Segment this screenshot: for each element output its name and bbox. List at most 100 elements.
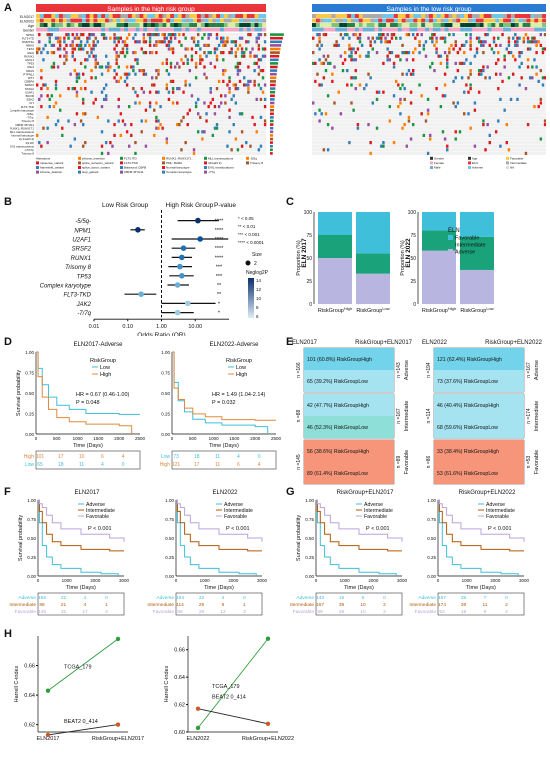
mutation-cell bbox=[42, 126, 45, 130]
mutation-cell bbox=[263, 54, 267, 58]
risk-table-value: 4 bbox=[222, 595, 225, 601]
mutation-cell bbox=[322, 61, 326, 65]
mutation-cell bbox=[54, 79, 58, 83]
track-cell bbox=[386, 23, 391, 27]
track-cell bbox=[495, 23, 500, 27]
risk-table-group: Favorable bbox=[153, 609, 175, 615]
mutation-cell bbox=[157, 90, 160, 94]
legend-swatch bbox=[448, 235, 453, 240]
risk-table-value: 0 bbox=[505, 595, 508, 601]
track-cell bbox=[51, 27, 56, 32]
track-cell bbox=[200, 18, 205, 23]
forest-row-label: TP53 bbox=[77, 274, 92, 280]
mutation-cell bbox=[429, 36, 432, 40]
track-cell bbox=[139, 14, 144, 18]
track-cell bbox=[327, 18, 332, 23]
track-cell bbox=[347, 23, 352, 27]
mutation-cell bbox=[155, 76, 158, 80]
mutation-cell bbox=[63, 36, 66, 40]
mutation-cell bbox=[439, 61, 443, 65]
risk-table-value: 4 bbox=[258, 462, 261, 468]
legend-label: frameshift_variant bbox=[40, 166, 64, 170]
chart-title: ELN2017-Adverse bbox=[73, 342, 123, 348]
mutation-cell bbox=[52, 43, 56, 47]
y-tick-label: 0.62 bbox=[174, 703, 185, 709]
track-cell bbox=[507, 14, 512, 18]
legend-label: Adverse bbox=[455, 250, 475, 256]
forest-row-label: JAK2 bbox=[76, 302, 92, 308]
mutation-cell bbox=[539, 69, 543, 73]
mutation-cell bbox=[215, 54, 219, 58]
mutation-cell bbox=[165, 61, 169, 65]
mutation-cell bbox=[441, 94, 445, 98]
series-label: TCGA_179 bbox=[64, 665, 92, 671]
track-cell bbox=[128, 14, 133, 18]
mutation-cell bbox=[186, 112, 189, 116]
x-tick-label: 500 bbox=[189, 436, 197, 441]
mutation-cell bbox=[203, 43, 206, 47]
track-cell bbox=[358, 14, 363, 18]
mutation-cell bbox=[486, 65, 489, 69]
track-cell bbox=[312, 14, 317, 18]
mutation-cell bbox=[331, 126, 334, 130]
track-cell bbox=[378, 14, 383, 18]
legend-swatch bbox=[162, 170, 165, 174]
track-cell bbox=[143, 23, 148, 27]
x-tick-label: 0 bbox=[437, 578, 440, 583]
mutation-cell bbox=[469, 126, 472, 130]
legend-label: splice_acceptor_variant bbox=[82, 161, 114, 165]
cell-bg bbox=[434, 416, 524, 438]
mutation-cell bbox=[73, 47, 77, 51]
mutation-cell bbox=[207, 43, 210, 47]
track-cell bbox=[174, 14, 179, 18]
track-cell bbox=[43, 23, 48, 27]
x-tick-label: 10.00 bbox=[188, 324, 202, 330]
mutation-cell bbox=[167, 72, 171, 76]
track-cell bbox=[158, 23, 163, 27]
track-cell bbox=[74, 23, 79, 27]
mutation-cell bbox=[54, 123, 58, 127]
track-cell bbox=[177, 14, 182, 18]
mutation-cell bbox=[257, 58, 261, 62]
track-cell bbox=[362, 23, 367, 27]
forest-point bbox=[197, 236, 203, 242]
stacked-bar-favorable bbox=[318, 212, 352, 235]
mutation-cell bbox=[245, 47, 248, 51]
mutation-cell bbox=[324, 58, 328, 62]
group-n-right: n =174 bbox=[526, 408, 532, 424]
mutation-cell bbox=[486, 123, 489, 127]
x-tick-label: 2000 bbox=[114, 436, 125, 441]
mutation-cell bbox=[165, 43, 169, 47]
mutation-cell bbox=[247, 79, 250, 83]
x-axis-label: Odds Ratio (OR) bbox=[137, 332, 185, 336]
mutation-cell bbox=[350, 83, 353, 87]
mutation-cell bbox=[535, 65, 538, 69]
y-tick-label: 0.75 bbox=[305, 517, 314, 522]
mutation-cell bbox=[38, 33, 41, 37]
mutation-cell bbox=[320, 43, 323, 47]
mutation-cell bbox=[518, 36, 521, 40]
color-scale-bar bbox=[248, 278, 254, 318]
hazard-ratio: HR = 0.67 (0.46-1.00) bbox=[76, 392, 130, 398]
mutation-cell bbox=[526, 36, 530, 40]
mutation-cell bbox=[40, 144, 43, 148]
x-tick-label: 1000 bbox=[200, 578, 211, 583]
gene-row-bg bbox=[312, 47, 546, 51]
mutation-cell bbox=[50, 65, 54, 69]
chart-title: ELN 2022 bbox=[405, 238, 412, 268]
mutation-cell bbox=[38, 47, 41, 51]
track-cell bbox=[220, 14, 225, 18]
track-cell bbox=[510, 23, 515, 27]
mutation-cell bbox=[352, 33, 355, 37]
gene-row-bg bbox=[312, 94, 546, 98]
mutation-cell bbox=[469, 83, 472, 87]
mutation-cell bbox=[533, 58, 536, 62]
mutation-cell bbox=[477, 69, 481, 73]
mutation-cell bbox=[388, 51, 392, 55]
mutation-cell bbox=[228, 108, 231, 112]
mutation-cell bbox=[367, 54, 370, 58]
mutation-cell bbox=[505, 141, 509, 145]
mutation-cell bbox=[386, 54, 389, 58]
mutation-cell bbox=[249, 79, 252, 83]
stacked-bar-intermediate bbox=[460, 236, 494, 270]
